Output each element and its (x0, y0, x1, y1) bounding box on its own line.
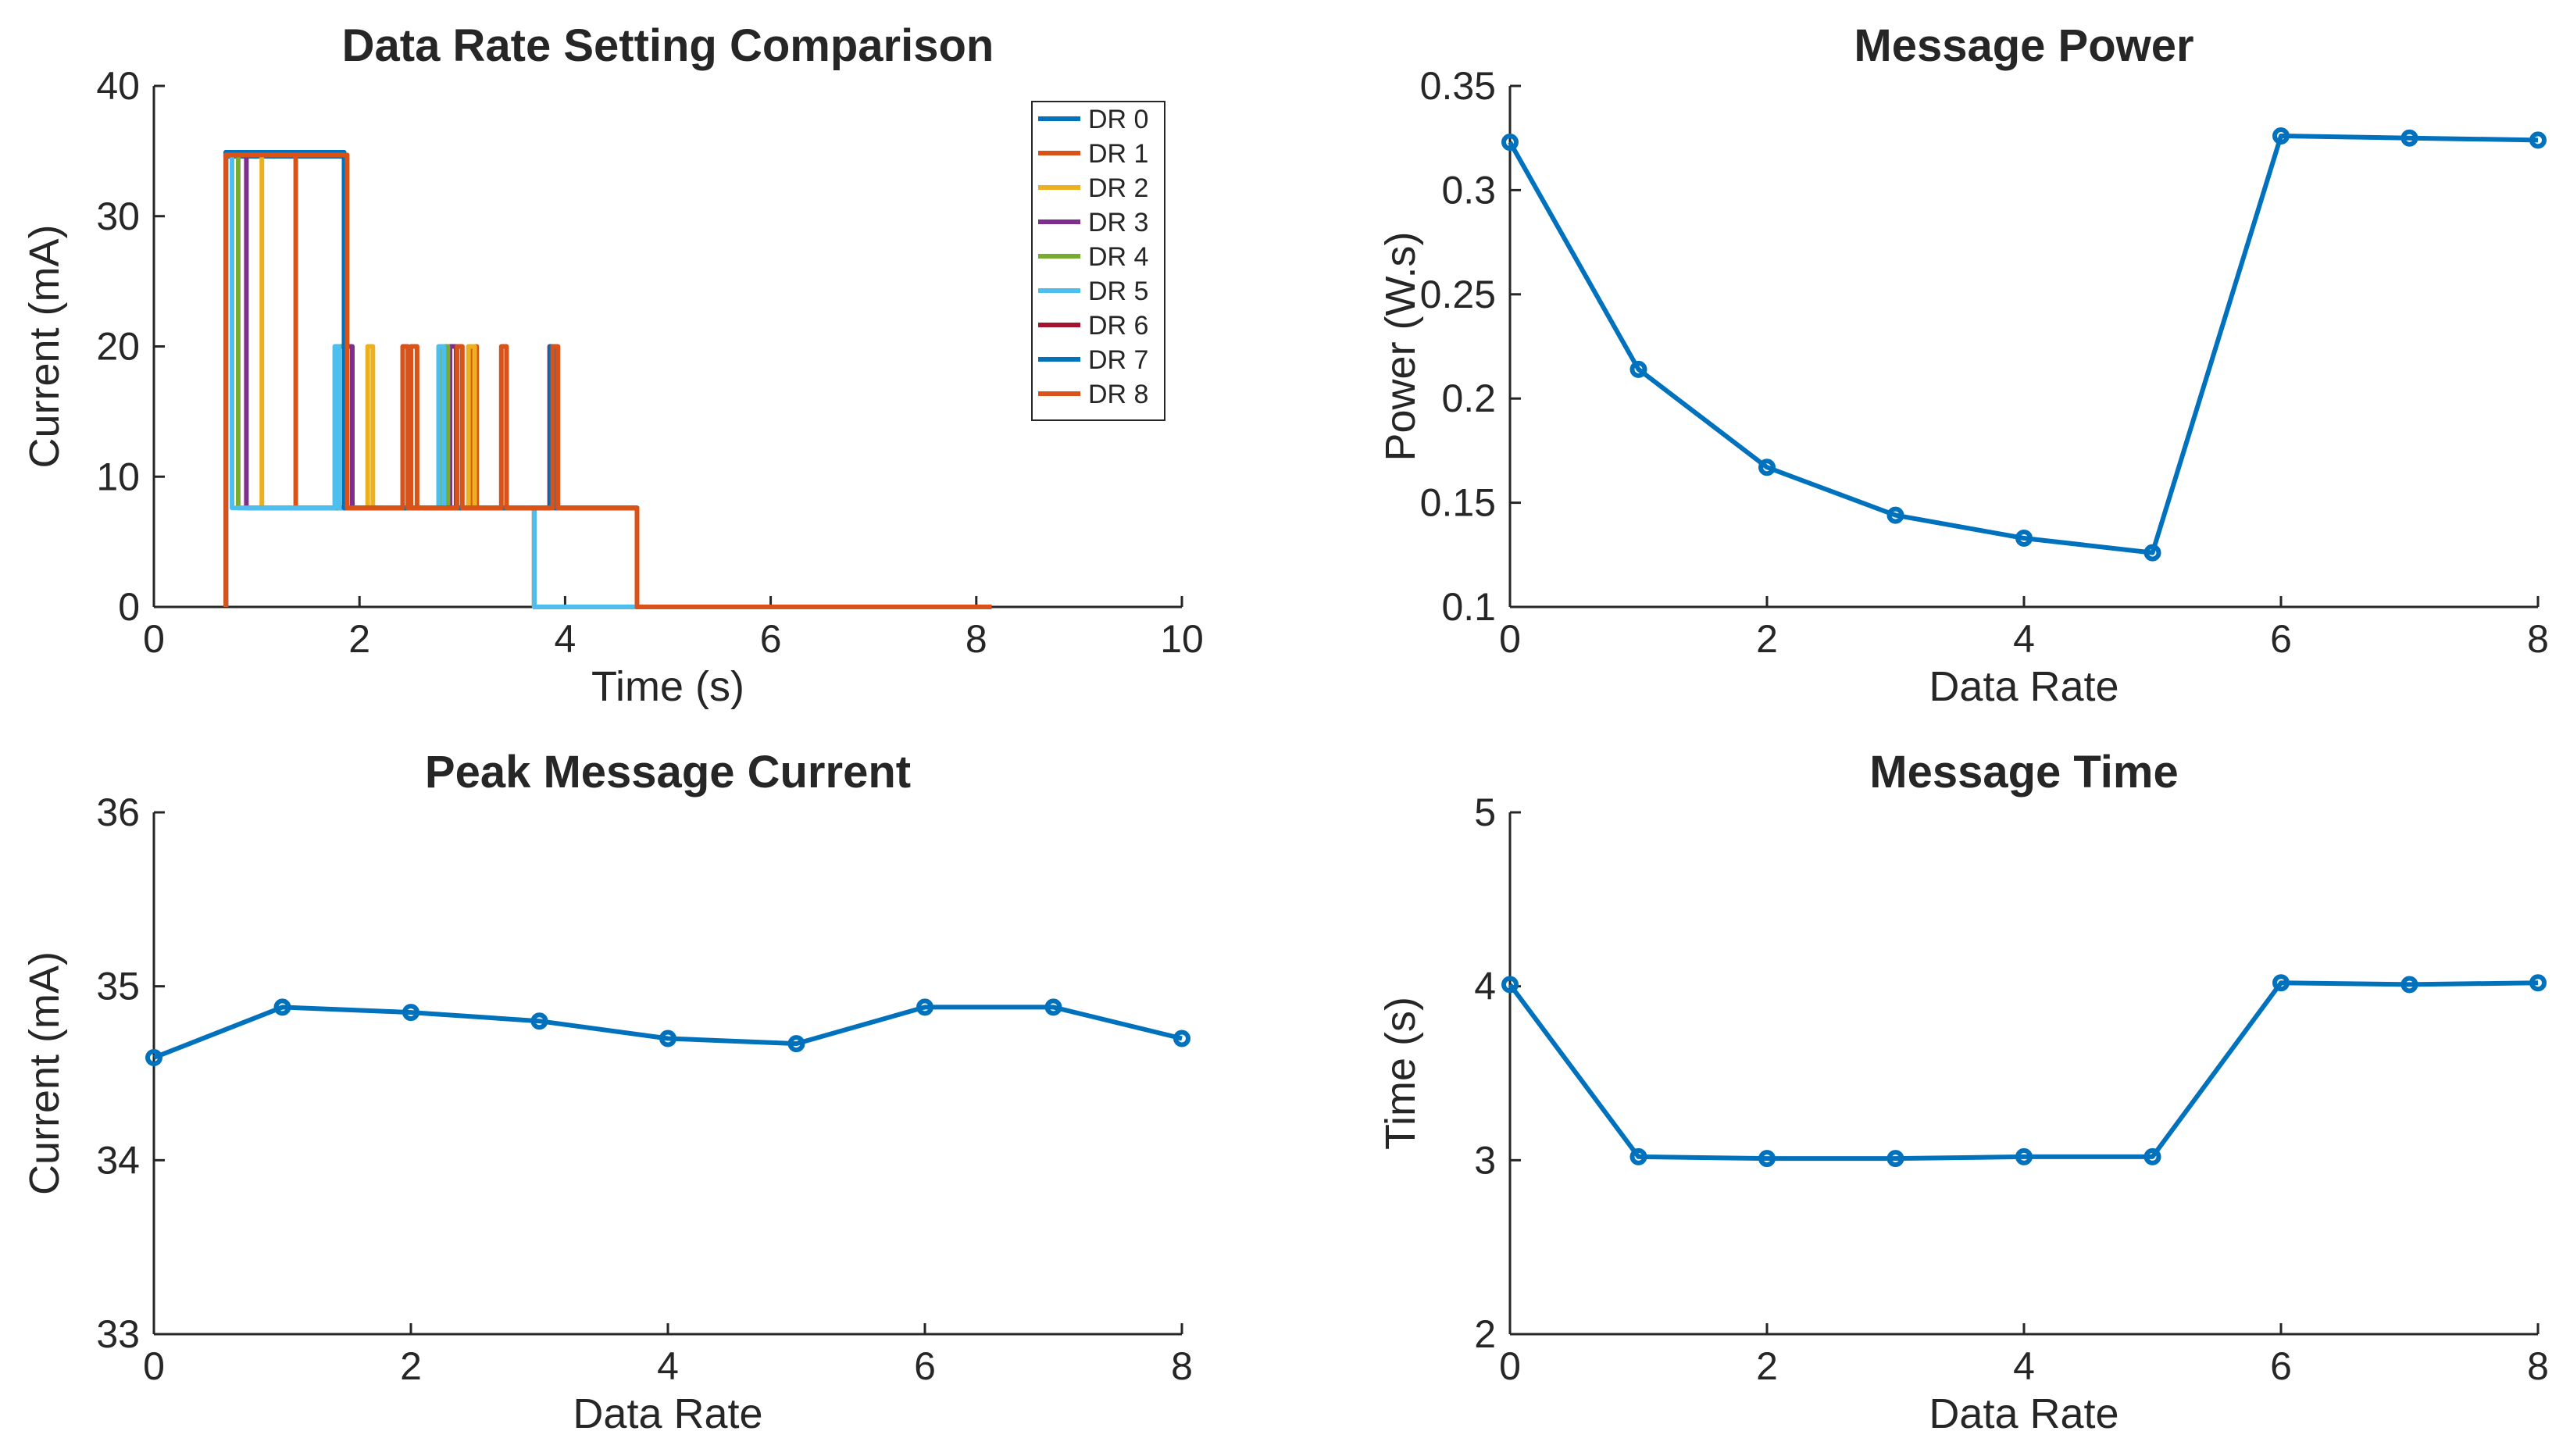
y-tick-label: 5 (1474, 790, 1496, 834)
y-tick-label: 0.35 (1420, 64, 1496, 108)
y-tick-label: 10 (96, 455, 140, 498)
chart-0: 0 2 4 6 8 10 0 10 20 30 40 Data Rate Setting Compar… (21, 20, 1204, 710)
y-tick-label: 0.2 (1441, 376, 1496, 420)
data-point (2529, 131, 2547, 149)
data-point (1758, 1150, 1776, 1168)
y-tick-label: 4 (1474, 965, 1496, 1008)
data-point (1758, 459, 1776, 476)
y-tick-label: 2 (1474, 1312, 1496, 1356)
chart-title: Message Power (1854, 20, 2193, 71)
y-tick-label: 0 (118, 585, 140, 629)
x-tick-label: 8 (2527, 1344, 2549, 1388)
legend-label: DR 8 (1088, 380, 1148, 409)
x-tick-label: 2 (400, 1344, 422, 1388)
x-axis-label: Time (s) (591, 663, 744, 710)
data-point (1886, 1150, 1904, 1168)
series-line (1508, 980, 2539, 1162)
chart-title: Message Time (1869, 747, 2178, 798)
data-point (1173, 1030, 1190, 1047)
legend-label: DR 6 (1088, 311, 1148, 341)
x-tick-label: 2 (1756, 1344, 1778, 1388)
x-tick-label: 4 (554, 617, 576, 661)
data-point (2400, 129, 2418, 147)
data-point (273, 998, 291, 1016)
series-line (1508, 134, 2539, 555)
y-tick-label: 0.15 (1420, 481, 1496, 525)
y-tick-label: 0.1 (1441, 585, 1496, 629)
y-axis-label: Power (W.s) (1377, 231, 1424, 461)
legend-label: DR 3 (1088, 208, 1148, 237)
data-point (787, 1035, 805, 1053)
y-tick-label: 0.25 (1420, 273, 1496, 316)
data-point (916, 998, 933, 1016)
y-tick-label: 33 (96, 1312, 140, 1356)
x-tick-label: 8 (966, 617, 987, 661)
y-axis-label: Current (mA) (21, 224, 68, 468)
y-axis-label: Current (mA) (21, 951, 68, 1195)
y-tick-label: 35 (96, 965, 140, 1008)
data-point (2015, 529, 2033, 547)
x-tick-label: 0 (143, 617, 165, 661)
x-tick-label: 6 (914, 1344, 936, 1388)
legend-label: DR 1 (1088, 139, 1148, 169)
legend-label: DR 5 (1088, 277, 1148, 306)
data-point (2272, 974, 2290, 992)
data-point (2272, 127, 2290, 145)
legend-label: DR 4 (1088, 242, 1148, 272)
data-point (2143, 544, 2161, 562)
data-point (1501, 976, 1519, 994)
x-tick-label: 4 (2013, 617, 2035, 661)
data-point (2400, 976, 2418, 994)
data-point (2143, 1147, 2161, 1165)
y-tick-label: 20 (96, 325, 140, 369)
data-point (1501, 134, 1519, 152)
chart-1: 0 2 4 6 8 0.1 0.15 0.2 0.25 0.3 0.35 Message Power D… (1377, 20, 2549, 710)
data-point (145, 1048, 162, 1066)
x-tick-label: 0 (143, 1344, 165, 1388)
y-axis-label: Time (s) (1377, 997, 1424, 1150)
legend-label: DR 7 (1088, 345, 1148, 375)
x-tick-label: 2 (1756, 617, 1778, 661)
data-point (1629, 1147, 1647, 1165)
chart-title: Data Rate Setting Comparison (342, 20, 994, 71)
x-axis-label: Data Rate (1929, 663, 2118, 710)
data-point (1629, 360, 1647, 378)
data-point (2015, 1147, 2033, 1165)
y-tick-label: 30 (96, 194, 140, 238)
series-line (223, 152, 992, 609)
x-tick-label: 6 (2270, 617, 2292, 661)
x-tick-label: 4 (2013, 1344, 2035, 1388)
y-tick-label: 40 (96, 64, 140, 108)
legend-label: DR 2 (1088, 173, 1148, 203)
x-tick-label: 8 (2527, 617, 2549, 661)
data-point (1886, 506, 1904, 524)
x-tick-label: 0 (1499, 1344, 1521, 1388)
data-point (2529, 974, 2547, 992)
y-tick-label: 3 (1474, 1138, 1496, 1182)
x-tick-label: 6 (2270, 1344, 2292, 1388)
data-point (402, 1004, 419, 1022)
x-axis-label: Data Rate (1929, 1390, 2118, 1437)
x-tick-label: 8 (1171, 1344, 1193, 1388)
series-line (223, 152, 992, 609)
x-tick-label: 2 (348, 617, 370, 661)
x-tick-label: 6 (760, 617, 782, 661)
y-tick-label: 34 (96, 1138, 140, 1182)
x-tick-label: 4 (657, 1344, 679, 1388)
chart-title: Peak Message Current (425, 747, 911, 798)
data-point (659, 1030, 676, 1047)
y-tick-label: 36 (96, 790, 140, 834)
y-tick-label: 0.3 (1441, 168, 1496, 212)
x-tick-label: 0 (1499, 617, 1521, 661)
chart-2: 0 2 4 6 8 33 34 35 36 Peak Message Current Data Ra… (21, 747, 1193, 1437)
series-line (152, 1005, 1183, 1060)
x-tick-label: 10 (1160, 617, 1204, 661)
legend-label: DR 0 (1088, 105, 1148, 134)
data-point (1044, 998, 1062, 1016)
data-point (530, 1012, 548, 1030)
x-axis-label: Data Rate (573, 1390, 762, 1437)
legend: DR 0 DR 1 DR 2 DR 3 DR 4 DR 5 DR 6 DR 7 DR 8 (1031, 101, 1165, 421)
